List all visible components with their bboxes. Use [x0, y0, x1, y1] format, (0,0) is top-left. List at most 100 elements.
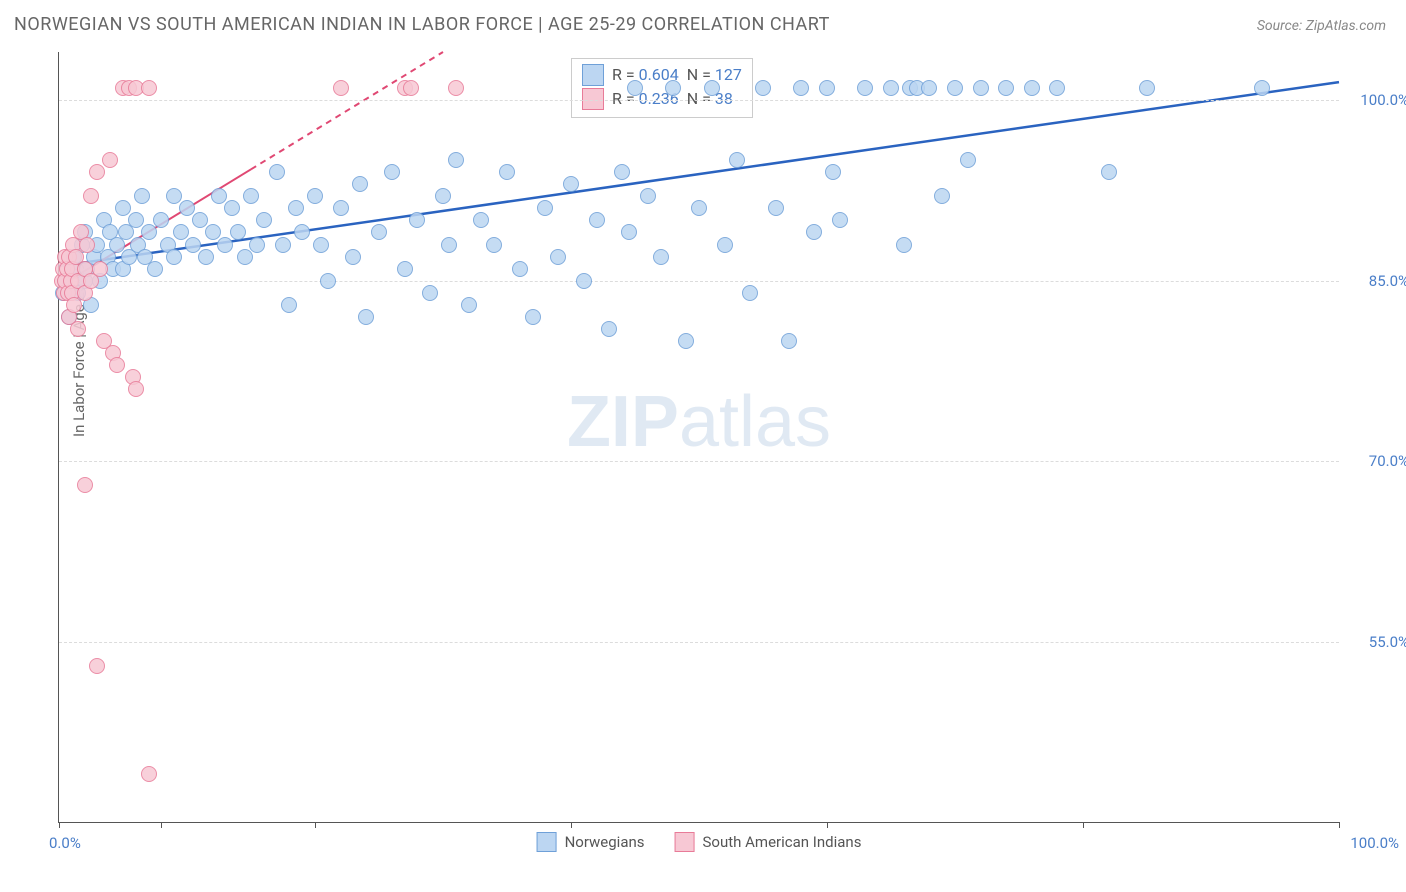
data-point [576, 273, 592, 289]
trend-lines [59, 52, 1339, 822]
data-point [550, 249, 566, 265]
data-point [230, 224, 246, 240]
legend-swatch [582, 88, 604, 110]
x-tick [315, 822, 316, 828]
legend-label: South American Indians [703, 833, 862, 851]
data-point [345, 249, 361, 265]
data-point [768, 200, 784, 216]
watermark: ZIPatlas [567, 381, 831, 463]
data-point [198, 249, 214, 265]
data-point [83, 188, 99, 204]
series-legend: Norwegians South American Indians [537, 832, 862, 852]
y-tick-label: 70.0% [1349, 452, 1406, 470]
x-tick [1339, 822, 1340, 828]
data-point [825, 164, 841, 180]
legend-item: Norwegians [537, 832, 645, 852]
data-point [92, 261, 108, 277]
data-point [89, 164, 105, 180]
data-point [621, 224, 637, 240]
data-point [704, 80, 720, 96]
data-point [793, 80, 809, 96]
data-point [333, 80, 349, 96]
data-point [781, 333, 797, 349]
data-point [819, 80, 835, 96]
data-point [448, 80, 464, 96]
data-point [397, 261, 413, 277]
data-point [89, 658, 105, 674]
data-point [185, 237, 201, 253]
data-point [435, 188, 451, 204]
data-point [640, 188, 656, 204]
data-point [441, 237, 457, 253]
data-point [352, 176, 368, 192]
data-point [217, 237, 233, 253]
data-point [857, 80, 873, 96]
data-point [249, 237, 265, 253]
data-point [755, 80, 771, 96]
data-point [665, 80, 681, 96]
gridline [59, 281, 1339, 282]
data-point [166, 249, 182, 265]
data-point [678, 333, 694, 349]
data-point [224, 200, 240, 216]
data-point [729, 152, 745, 168]
data-point [128, 212, 144, 228]
data-point [141, 80, 157, 96]
legend-item: South American Indians [675, 832, 862, 852]
x-tick [827, 822, 828, 828]
data-point [384, 164, 400, 180]
data-point [409, 212, 425, 228]
legend-swatch [582, 64, 604, 86]
data-point [525, 309, 541, 325]
data-point [601, 321, 617, 337]
data-point [742, 285, 758, 301]
data-point [237, 249, 253, 265]
data-point [422, 285, 438, 301]
data-point [192, 212, 208, 228]
x-tick [59, 822, 60, 828]
data-point [486, 237, 502, 253]
data-point [1101, 164, 1117, 180]
y-tick-label: 85.0% [1349, 272, 1406, 290]
data-point [173, 224, 189, 240]
data-point [153, 212, 169, 228]
data-point [269, 164, 285, 180]
data-point [141, 224, 157, 240]
chart-title: NORWEGIAN VS SOUTH AMERICAN INDIAN IN LA… [14, 14, 830, 35]
data-point [563, 176, 579, 192]
data-point [147, 261, 163, 277]
x-tick [1083, 822, 1084, 828]
y-tick-label: 55.0% [1349, 633, 1406, 651]
data-point [947, 80, 963, 96]
data-point [512, 261, 528, 277]
data-point [960, 152, 976, 168]
data-point [307, 188, 323, 204]
correlation-legend: R = 0.604 N = 127R = 0.236 N = 38 [571, 58, 753, 118]
data-point [288, 200, 304, 216]
y-tick-label: 100.0% [1349, 91, 1406, 109]
data-point [211, 188, 227, 204]
data-point [256, 212, 272, 228]
data-point [205, 224, 221, 240]
data-point [275, 237, 291, 253]
data-point [691, 200, 707, 216]
data-point [320, 273, 336, 289]
data-point [473, 212, 489, 228]
legend-swatch [675, 832, 695, 852]
data-point [166, 188, 182, 204]
data-point [499, 164, 515, 180]
data-point [1139, 80, 1155, 96]
x-axis-max: 100.0% [1350, 834, 1399, 852]
data-point [79, 237, 95, 253]
source-label: Source: ZipAtlas.com [1257, 18, 1386, 34]
gridline [59, 100, 1339, 101]
data-point [998, 80, 1014, 96]
data-point [102, 152, 118, 168]
data-point [921, 80, 937, 96]
data-point [70, 321, 86, 337]
x-tick [161, 822, 162, 828]
data-point [281, 297, 297, 313]
data-point [627, 80, 643, 96]
data-point [934, 188, 950, 204]
data-point [448, 152, 464, 168]
